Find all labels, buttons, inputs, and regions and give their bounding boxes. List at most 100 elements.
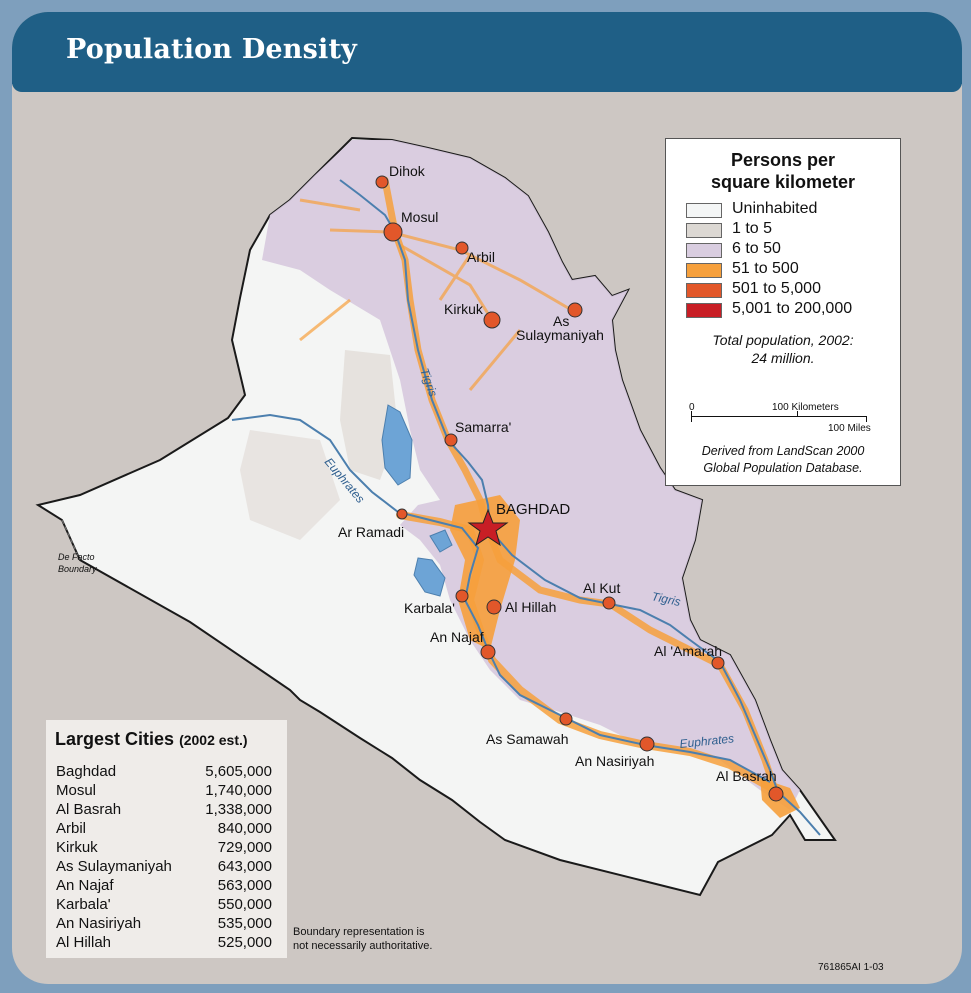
label-samarra: Samarra' xyxy=(455,419,511,435)
title-bar: Population Density xyxy=(12,12,962,92)
legend-label: 1 to 5 xyxy=(732,220,773,237)
label-kut: Al Kut xyxy=(583,580,620,596)
boundary-note-line2: not necessarily authoritative. xyxy=(293,940,433,952)
label-karbala: Karbala' xyxy=(404,600,455,616)
label-hillah: Al Hillah xyxy=(505,599,556,615)
cities-title-main: Largest Cities xyxy=(55,729,175,749)
label-amarah: Al 'Amarah xyxy=(654,643,722,659)
city-row: Al Hillah 525,000 xyxy=(56,934,272,953)
data-source: Derived from LandScan 2000 Global Popula… xyxy=(666,443,900,477)
label-basrah: Al Basrah xyxy=(716,768,777,784)
city-name: An Najaf xyxy=(56,877,114,894)
city-population: 5,605,000 xyxy=(205,763,272,780)
largest-cities-table: Largest Cities (2002 est.) Baghdad 5,605,… xyxy=(46,720,287,958)
lake-tharthar xyxy=(381,404,413,486)
scale-tick xyxy=(797,411,798,417)
city-population: 535,000 xyxy=(217,915,272,932)
city-row: Mosul 1,740,000 xyxy=(56,782,272,801)
legend-swatch xyxy=(686,223,722,238)
city-population: 1,740,000 xyxy=(205,782,272,799)
city-marker-karbala xyxy=(455,589,469,603)
city-population: 840,000 xyxy=(217,820,272,837)
city-row: An Nasiriyah 535,000 xyxy=(56,915,272,934)
city-marker-kut xyxy=(602,596,616,610)
legend-swatch xyxy=(686,263,722,278)
city-name: Baghdad xyxy=(56,763,117,780)
scale-tick xyxy=(691,411,692,422)
source-line2: Global Population Database. xyxy=(703,461,863,475)
city-name: Mosul xyxy=(56,782,97,799)
label-defacto-2: Boundary xyxy=(58,564,97,574)
label-nasiriyah: An Nasiriyah xyxy=(575,753,654,769)
label-mosul: Mosul xyxy=(401,209,438,225)
lake-razazah xyxy=(413,557,446,597)
total-line1: Total population, 2002: xyxy=(712,332,854,348)
capital-star-icon xyxy=(467,508,509,547)
city-marker-amarah xyxy=(711,656,725,670)
city-row: As Sulaymaniyah 643,000 xyxy=(56,858,272,877)
legend-label: 51 to 500 xyxy=(732,260,799,277)
city-marker-najaf xyxy=(480,644,496,660)
city-population: 1,338,000 xyxy=(205,801,272,818)
city-row: Al Basrah 1,338,000 xyxy=(56,801,272,820)
city-name: As Sulaymaniyah xyxy=(56,858,172,875)
scale-km-label: 100 Kilometers xyxy=(772,402,839,413)
cities-title-sub: (2002 est.) xyxy=(179,732,248,748)
label-kirkuk: Kirkuk xyxy=(444,301,484,317)
legend-swatch xyxy=(686,203,722,218)
legend-label: 5,001 to 200,000 xyxy=(732,300,853,317)
label-defacto-1: De Facto xyxy=(58,552,95,562)
legend-swatch xyxy=(686,243,722,258)
label-euphrates-south: Euphrates xyxy=(679,731,735,751)
city-name: Karbala' xyxy=(56,896,111,913)
label-sulaymaniyah-2: Sulaymaniyah xyxy=(516,327,604,343)
shatt-al-arab xyxy=(777,791,821,836)
label-sulaymaniyah-1: As xyxy=(553,313,569,329)
boundary-note: Boundary representation is not necessari… xyxy=(293,925,432,953)
city-marker-arbil xyxy=(455,241,469,255)
city-population: 563,000 xyxy=(217,877,272,894)
map-title: Population Density xyxy=(66,34,358,65)
city-name: Al Basrah xyxy=(56,801,122,818)
label-arbil: Arbil xyxy=(467,249,495,265)
city-marker-samarra xyxy=(444,433,458,447)
boundary-note-line1: Boundary representation is xyxy=(293,926,425,938)
label-dihok: Dihok xyxy=(389,163,426,179)
city-population: 643,000 xyxy=(217,858,272,875)
city-marker-nasiriyah xyxy=(639,736,655,752)
label-baghdad: BAGHDAD xyxy=(496,501,570,518)
label-samawah: As Samawah xyxy=(486,731,568,747)
city-row: Arbil 840,000 xyxy=(56,820,272,839)
city-marker-samawah xyxy=(559,712,573,726)
total-population: Total population, 2002: 24 million. xyxy=(666,331,900,367)
city-population: 729,000 xyxy=(217,839,272,856)
legend-title-line1: Persons per xyxy=(730,150,836,170)
city-marker-hillah xyxy=(486,599,502,615)
city-marker-sulaymaniyah xyxy=(567,302,583,318)
scale-bar xyxy=(691,416,867,417)
legend-label: 6 to 50 xyxy=(732,240,781,257)
city-name: Al Hillah xyxy=(56,934,112,951)
city-marker-mosul xyxy=(383,222,403,242)
city-marker-kirkuk xyxy=(483,311,501,329)
legend-label: 501 to 5,000 xyxy=(732,280,821,297)
map-code: 761865AI 1-03 xyxy=(818,962,884,973)
city-row: Baghdad 5,605,000 xyxy=(56,763,272,782)
city-name: An Nasiriyah xyxy=(56,915,142,932)
total-line2: 24 million. xyxy=(751,350,815,366)
legend-title: Persons per square kilometer xyxy=(666,149,900,193)
cities-title: Largest Cities (2002 est.) xyxy=(55,729,248,750)
legend-title-line2: square kilometer xyxy=(710,172,856,192)
legend-label: Uninhabited xyxy=(732,200,818,217)
city-row: Kirkuk 729,000 xyxy=(56,839,272,858)
city-name: Arbil xyxy=(56,820,87,837)
density-legend: Persons per square kilometer Uninhabited… xyxy=(665,138,901,486)
city-row: Karbala' 550,000 xyxy=(56,896,272,915)
city-population: 550,000 xyxy=(217,896,272,913)
euphrates-river xyxy=(231,413,771,783)
city-marker-basrah xyxy=(768,786,784,802)
label-tigris-south: Tigris xyxy=(650,589,682,609)
city-row: An Najaf 563,000 xyxy=(56,877,272,896)
city-name: Kirkuk xyxy=(56,839,98,856)
